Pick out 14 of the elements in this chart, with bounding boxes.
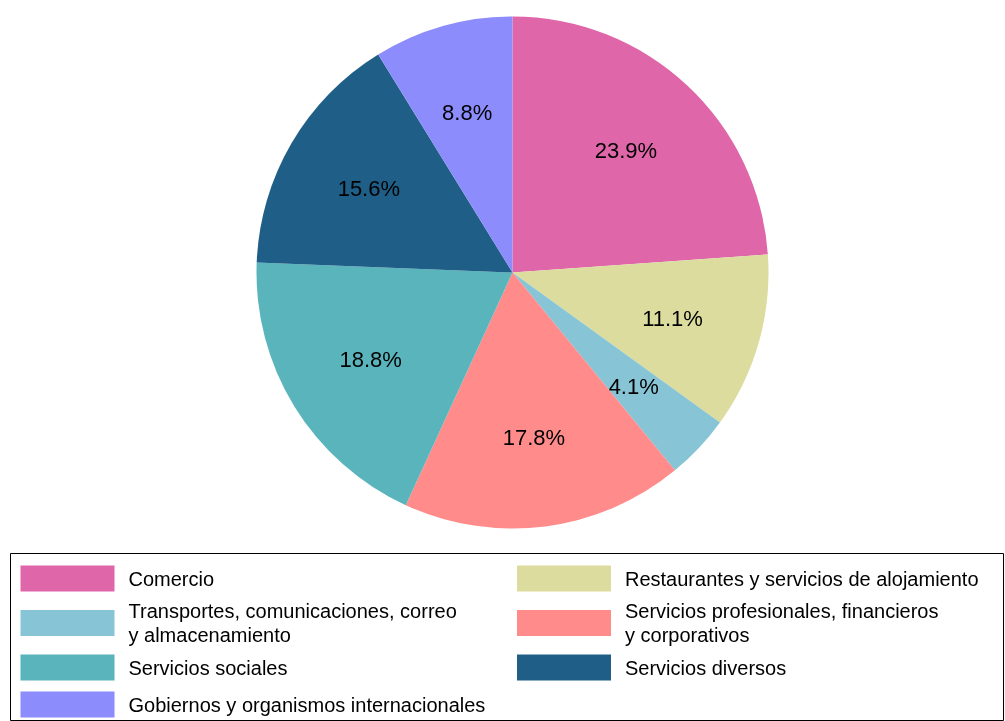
data-label: 11.1% xyxy=(642,305,703,331)
legend-label: Comercio xyxy=(128,567,215,590)
data-label: 8.8% xyxy=(442,99,493,125)
legend-label: Servicios diversos xyxy=(625,656,787,679)
legend-label: Restaurantes y servicios de alojamiento xyxy=(625,567,979,590)
data-label: 4.1% xyxy=(608,374,659,400)
data-label: 17.8% xyxy=(502,425,566,451)
legend-label: Servicios sociales xyxy=(128,656,288,679)
legend-label: Servicios profesionales, financieros y corporativos xyxy=(625,599,939,647)
legend-label: Gobiernos y organismos internacionales xyxy=(128,693,486,716)
data-label: 15.6% xyxy=(337,176,401,202)
data-label: 23.9% xyxy=(594,138,658,164)
data-label: 18.8% xyxy=(339,347,402,373)
legend-label: Transportes, comunicaciones, correo y almacenamiento xyxy=(128,599,457,647)
